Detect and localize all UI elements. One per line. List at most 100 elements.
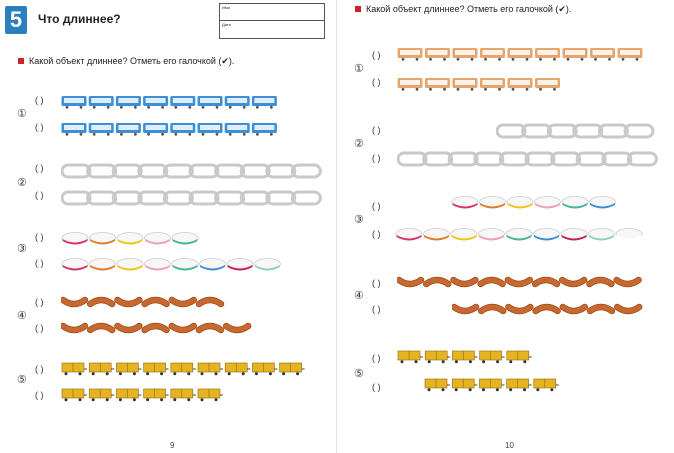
gray-chain-group: [496, 123, 655, 139]
answer-box[interactable]: ( ): [372, 201, 381, 211]
blue-train-piece: [61, 96, 87, 109]
task-number: ③: [17, 243, 27, 255]
sausages-group: [61, 296, 225, 308]
answer-box[interactable]: ( ): [35, 297, 44, 307]
colored-links-piece: [199, 258, 226, 271]
answer-box[interactable]: ( ): [35, 232, 44, 242]
sausages-piece: [477, 276, 506, 288]
gray-chain-piece: [623, 123, 655, 139]
gray-chain-piece: [214, 190, 246, 206]
answer-box[interactable]: ( ): [35, 258, 44, 268]
orange-train-piece: [425, 78, 450, 91]
answer-box[interactable]: ( ): [372, 77, 381, 87]
answer-box[interactable]: ( ): [372, 50, 381, 60]
colored-links-piece: [479, 196, 506, 209]
yellow-wagons-piece: [252, 362, 278, 376]
colored-links-piece: [506, 196, 534, 209]
sausages-group: [397, 276, 642, 288]
gray-chain-group: [61, 190, 322, 206]
answer-box[interactable]: ( ): [372, 304, 381, 314]
sausages-piece: [87, 322, 116, 334]
sausages-piece: [141, 322, 170, 334]
right-page: Какой объект длиннее? Отметь его галочко…: [337, 0, 674, 453]
colored-links-piece: [61, 232, 89, 245]
yellow-wagons-piece: [451, 378, 478, 392]
gray-chain-group: [61, 163, 322, 179]
red-square-icon: [355, 6, 361, 12]
gray-chain-row: [397, 151, 660, 167]
instruction: Какой объект длиннее? Отметь его галочко…: [355, 4, 571, 15]
orange-train-piece: [590, 48, 615, 61]
answer-box[interactable]: ( ): [372, 125, 381, 135]
orange-train-piece: [397, 48, 423, 61]
gray-chain-piece: [496, 123, 527, 139]
colored-links-piece: [478, 228, 505, 241]
yellow-wagons-piece: [397, 350, 423, 364]
gray-chain-piece: [111, 190, 143, 206]
sausages-piece: [195, 322, 225, 334]
answer-box[interactable]: ( ): [35, 390, 44, 400]
name-field[interactable]: Имя: [220, 4, 324, 21]
colored-links-piece: [226, 258, 254, 271]
blue-train-group: [61, 96, 277, 109]
sausages-piece: [559, 303, 589, 315]
colored-links-piece: [534, 196, 561, 209]
answer-box[interactable]: ( ): [372, 229, 381, 239]
answer-box[interactable]: ( ): [35, 95, 44, 105]
gray-chain-piece: [137, 190, 169, 206]
date-field[interactable]: Дата: [222, 22, 231, 27]
left-page: 5 Что длиннее? Имя Дата Какой объект дли…: [5, 0, 337, 453]
colored-links-piece: [61, 258, 89, 271]
gray-chain-piece: [111, 163, 143, 179]
answer-box[interactable]: ( ): [372, 278, 381, 288]
yellow-wagons-piece: [533, 378, 559, 392]
task-number: ④: [17, 310, 27, 322]
colored-links-piece: [561, 196, 589, 209]
sausages-piece: [558, 276, 588, 288]
answer-box[interactable]: ( ): [372, 353, 381, 363]
answer-box[interactable]: ( ): [35, 163, 44, 173]
blue-train-piece: [170, 123, 196, 136]
blue-train-piece: [143, 96, 169, 109]
colored-links-row: [395, 227, 647, 241]
gray-chain-piece: [61, 190, 92, 206]
orange-train-group: [397, 78, 560, 91]
sausages-piece: [397, 276, 425, 288]
answer-box[interactable]: ( ): [372, 153, 381, 163]
orange-train-piece: [425, 48, 450, 61]
colored-links-piece: [89, 258, 116, 271]
yellow-wagons-piece: [61, 388, 87, 402]
colored-links-piece: [560, 228, 588, 241]
blue-train-group: [61, 123, 277, 136]
sausages-piece: [504, 276, 534, 288]
colored-links-piece: [450, 228, 478, 241]
colored-links-piece: [615, 228, 643, 241]
sausages-piece: [168, 322, 198, 334]
answer-box[interactable]: ( ): [35, 122, 44, 132]
blue-train-piece: [197, 123, 223, 136]
blue-train-piece: [88, 123, 114, 136]
gray-chain-piece: [265, 163, 297, 179]
sausages-piece: [613, 276, 642, 288]
colored-links-row: [61, 257, 286, 271]
blue-train-piece: [224, 96, 250, 109]
yellow-wagons-piece: [279, 362, 305, 376]
colored-links-piece: [588, 228, 615, 241]
answer-box[interactable]: ( ): [35, 190, 44, 200]
gray-chain-piece: [162, 190, 194, 206]
yellow-wagons-piece: [170, 388, 196, 402]
answer-box[interactable]: ( ): [35, 323, 44, 333]
gray-chain-row: [61, 163, 324, 179]
answer-box[interactable]: ( ): [372, 382, 381, 392]
page-number: 9: [170, 441, 175, 450]
answer-box[interactable]: ( ): [35, 364, 44, 374]
blue-train-piece: [170, 96, 196, 109]
name-date-box[interactable]: Имя Дата: [219, 3, 325, 39]
yellow-wagons-piece: [424, 350, 451, 364]
yellow-wagons-group: [397, 350, 532, 364]
orange-train-piece: [480, 48, 505, 61]
sausages-piece: [586, 276, 615, 288]
yellow-wagons-piece: [197, 362, 223, 376]
orange-train-piece: [480, 78, 505, 91]
colored-links-group: [395, 228, 643, 241]
